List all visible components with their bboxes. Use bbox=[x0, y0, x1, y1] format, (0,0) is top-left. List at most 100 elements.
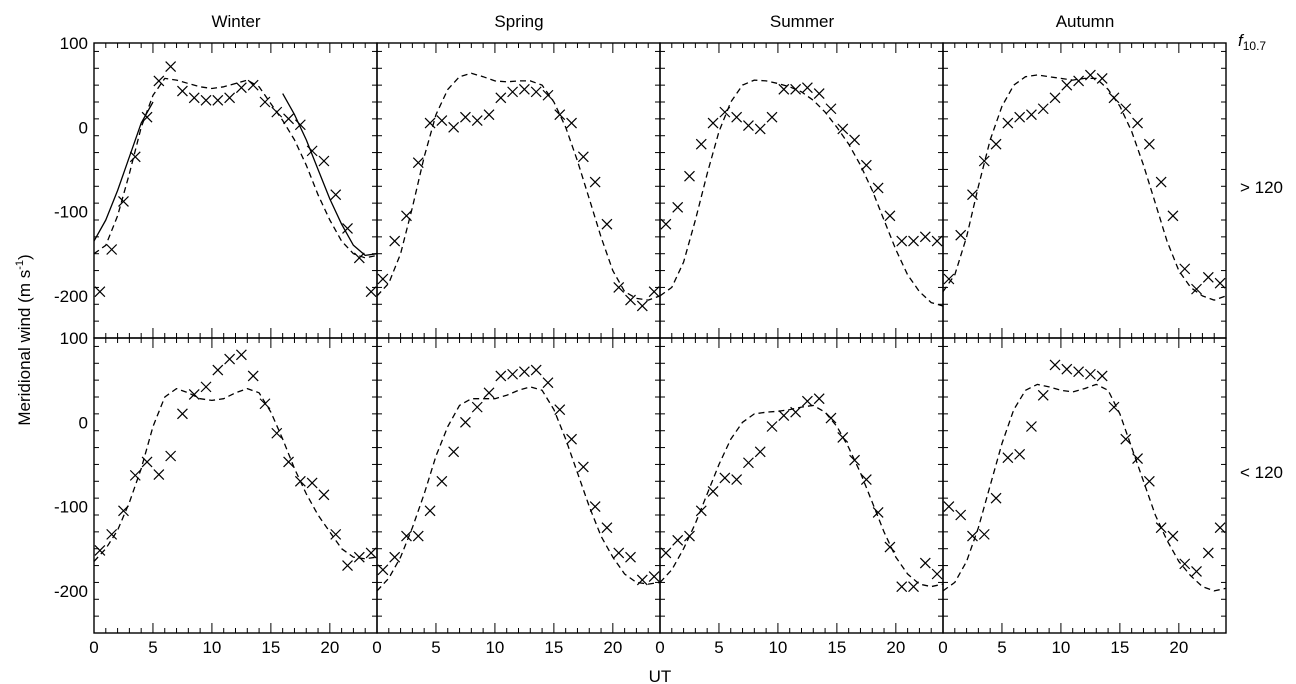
observation-point bbox=[695, 138, 707, 150]
observation-point bbox=[1108, 92, 1120, 104]
observation-point bbox=[825, 103, 837, 115]
observation-mark-b bbox=[990, 138, 1002, 150]
model-dashed-line bbox=[376, 72, 661, 301]
observation-point bbox=[919, 557, 931, 569]
observation-point bbox=[919, 231, 931, 243]
observation-point bbox=[235, 82, 247, 94]
observation-mark-b bbox=[731, 474, 743, 486]
model-dashed-line bbox=[93, 77, 378, 259]
observation-mark-b bbox=[1155, 176, 1167, 188]
observation-point bbox=[389, 235, 401, 247]
observation-point bbox=[589, 176, 601, 188]
observation-point bbox=[778, 83, 790, 95]
observation-mark-b bbox=[860, 474, 872, 486]
y-axis-label: Meridional wind (m s-1) bbox=[14, 254, 34, 425]
observation-mark-b bbox=[1084, 69, 1096, 81]
observation-mark-b bbox=[507, 86, 519, 98]
observation-mark-b bbox=[212, 94, 224, 106]
observation-point bbox=[177, 85, 188, 97]
observation-point bbox=[412, 530, 424, 542]
observation-mark-b bbox=[247, 79, 259, 91]
x-tick-label: 20 bbox=[1169, 638, 1188, 657]
observation-point bbox=[1073, 366, 1085, 378]
observation-mark-b bbox=[1108, 92, 1120, 104]
y-tick-label: -100 bbox=[54, 203, 88, 222]
observation-point bbox=[1061, 79, 1073, 91]
observation-point bbox=[1191, 283, 1202, 295]
observation-mark-b bbox=[837, 432, 849, 443]
y-tick-label: -100 bbox=[54, 498, 88, 517]
observation-point bbox=[212, 364, 224, 376]
x-tick-label: 15 bbox=[544, 638, 563, 657]
observation-point bbox=[613, 282, 625, 293]
observation-point bbox=[200, 94, 212, 106]
observation-mark-b bbox=[424, 505, 436, 517]
observation-point bbox=[259, 398, 271, 410]
observation-mark-b bbox=[330, 528, 342, 540]
model-dashed-line bbox=[659, 79, 944, 307]
observation-mark-b bbox=[1049, 92, 1061, 104]
observation-mark-b bbox=[389, 551, 401, 563]
observation-mark-b bbox=[766, 111, 778, 123]
observation-mark-b bbox=[1191, 283, 1202, 295]
observation-point bbox=[1167, 530, 1179, 542]
observation-mark-b bbox=[424, 117, 436, 129]
observation-point bbox=[719, 106, 731, 118]
observation-mark-b bbox=[106, 528, 118, 540]
observation-mark-b bbox=[978, 155, 990, 167]
observation-point bbox=[460, 111, 471, 123]
observation-mark-b bbox=[1202, 271, 1214, 283]
observation-point bbox=[660, 218, 672, 230]
observation-mark-b bbox=[283, 113, 294, 125]
observation-mark-b bbox=[495, 92, 507, 104]
observation-point bbox=[436, 115, 448, 126]
observation-point bbox=[849, 134, 860, 146]
panel-frame bbox=[942, 337, 1227, 634]
panel-winter-low-f107: 100 0 -100 -200 0 5 10 15 20 bbox=[54, 329, 378, 657]
observation-point bbox=[1132, 117, 1143, 129]
observation-mark-b bbox=[224, 92, 236, 104]
observation-point bbox=[247, 370, 259, 382]
observation-point bbox=[542, 377, 554, 389]
observation-point bbox=[1002, 117, 1014, 129]
panel-summer-high-f107 bbox=[659, 42, 944, 339]
observation-point bbox=[872, 182, 884, 194]
observation-mark-b bbox=[483, 109, 495, 121]
observation-mark-b bbox=[919, 231, 931, 243]
observation-point bbox=[436, 475, 448, 487]
model-dashed-line bbox=[659, 404, 944, 588]
observation-mark-b bbox=[1049, 359, 1061, 371]
observation-mark-b bbox=[1143, 138, 1155, 150]
observation-mark-b bbox=[1096, 370, 1108, 382]
observation-point bbox=[424, 505, 436, 517]
panel-frame bbox=[659, 337, 944, 634]
observation-mark-b bbox=[672, 534, 684, 546]
observation-mark-b bbox=[896, 235, 908, 247]
observation-mark-b bbox=[1214, 277, 1226, 289]
observation-point bbox=[389, 551, 401, 563]
x-tick-label: 20 bbox=[886, 638, 905, 657]
model-dashed-line bbox=[376, 386, 661, 592]
observation-point bbox=[837, 123, 849, 135]
observation-point bbox=[648, 286, 660, 298]
observation-point bbox=[377, 273, 389, 285]
observation-point bbox=[990, 492, 1002, 504]
observation-mark-b bbox=[401, 530, 412, 542]
observation-point bbox=[448, 446, 460, 458]
observation-point bbox=[884, 541, 896, 553]
observation-mark-b bbox=[294, 119, 306, 131]
observation-mark-b bbox=[955, 229, 967, 241]
observation-point bbox=[884, 210, 896, 222]
panel-frame bbox=[93, 42, 378, 339]
observation-point bbox=[318, 489, 330, 501]
observation-mark-b bbox=[318, 155, 330, 167]
observation-point bbox=[967, 530, 978, 542]
observation-mark-b bbox=[743, 120, 754, 132]
observation-point bbox=[106, 528, 118, 540]
observation-point bbox=[188, 92, 200, 104]
observation-mark-b bbox=[896, 581, 908, 593]
observation-point bbox=[342, 223, 353, 234]
season-title-summer: Summer bbox=[770, 12, 835, 31]
